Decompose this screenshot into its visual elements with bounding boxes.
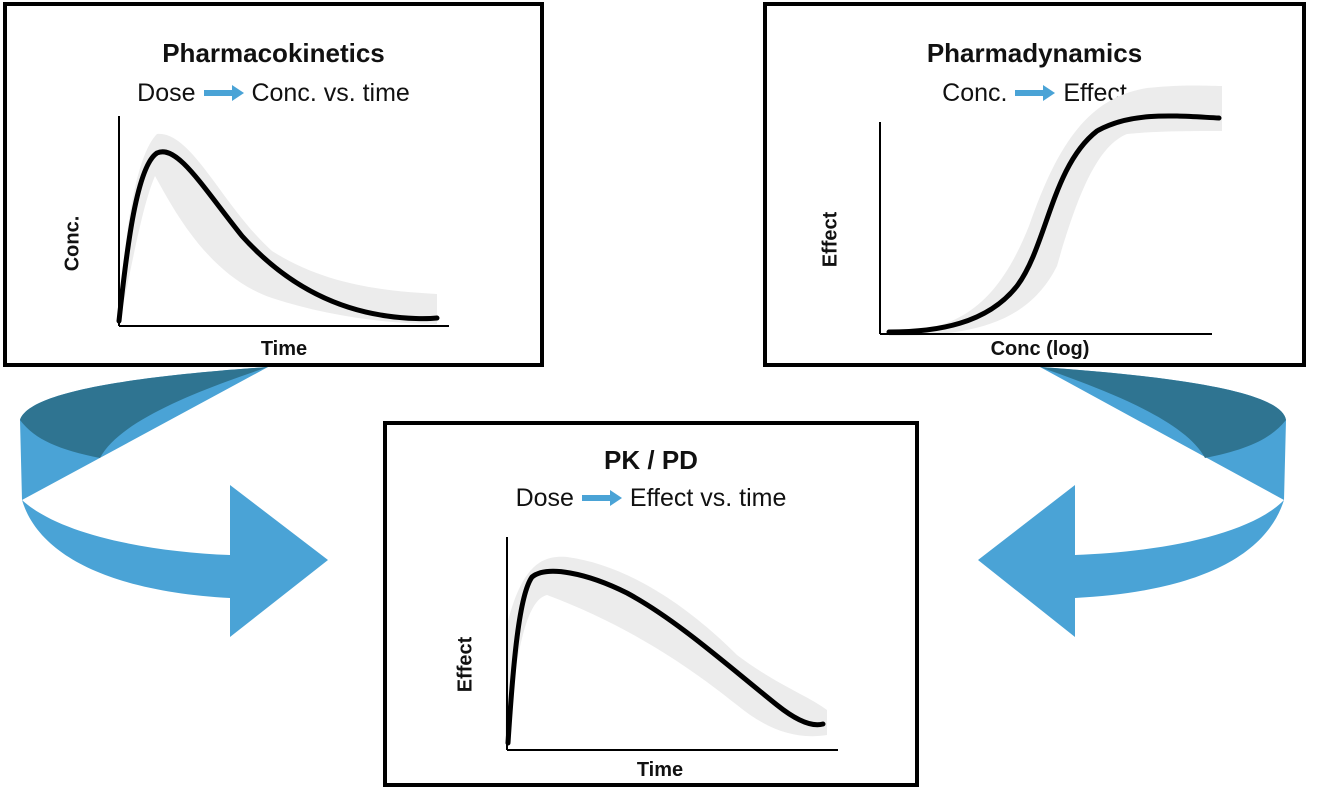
right-arrow-icon xyxy=(1015,85,1056,102)
subtitle-left: Conc. xyxy=(942,78,1008,107)
panel-subtitle: Conc. Effect xyxy=(767,78,1302,108)
panel-subtitle: Dose Conc. vs. time xyxy=(7,78,540,108)
x-axis-label: Time xyxy=(260,338,308,360)
y-axis-label: Effect xyxy=(819,211,842,268)
subtitle-right: Conc. vs. time xyxy=(251,78,410,107)
subtitle-left: Dose xyxy=(137,78,196,107)
x-axis-label: Time xyxy=(636,759,684,781)
conc-curve xyxy=(116,149,440,324)
panel-title: Pharmacokinetics xyxy=(162,38,385,68)
y-axis-label: Effect xyxy=(454,636,477,693)
uncertainty-band xyxy=(119,133,437,324)
pk-plot xyxy=(116,116,449,327)
uncertainty-band xyxy=(505,556,827,745)
effect-curve xyxy=(886,113,1222,335)
pd-panel: Pharmadynamics Conc. Effect Conc (log) E… xyxy=(763,2,1306,367)
panel-subtitle: Dose Effect vs. time xyxy=(387,483,915,513)
subtitle-left: Dose xyxy=(515,483,574,512)
pkpd-plot xyxy=(505,537,838,751)
right-arrow-icon xyxy=(581,490,622,507)
subtitle-right: Effect vs. time xyxy=(629,483,787,512)
right-arrow-icon xyxy=(203,85,244,102)
pd-plot xyxy=(879,85,1222,336)
pk-panel: Pharmacokinetics Dose Conc. vs. time Tim… xyxy=(3,2,544,367)
uncertainty-band xyxy=(889,85,1222,336)
y-axis-label: Conc. xyxy=(61,215,84,272)
right-curved-arrow-icon xyxy=(978,367,1286,637)
x-axis-label: Conc (log) xyxy=(990,338,1090,360)
left-curved-arrow-icon xyxy=(20,367,328,637)
pkpd-panel: PK / PD Dose Effect vs. time Time Effect xyxy=(383,421,919,787)
panel-title: Pharmadynamics xyxy=(926,38,1143,68)
panel-title: PK / PD xyxy=(604,445,698,475)
effect-curve xyxy=(505,568,826,746)
